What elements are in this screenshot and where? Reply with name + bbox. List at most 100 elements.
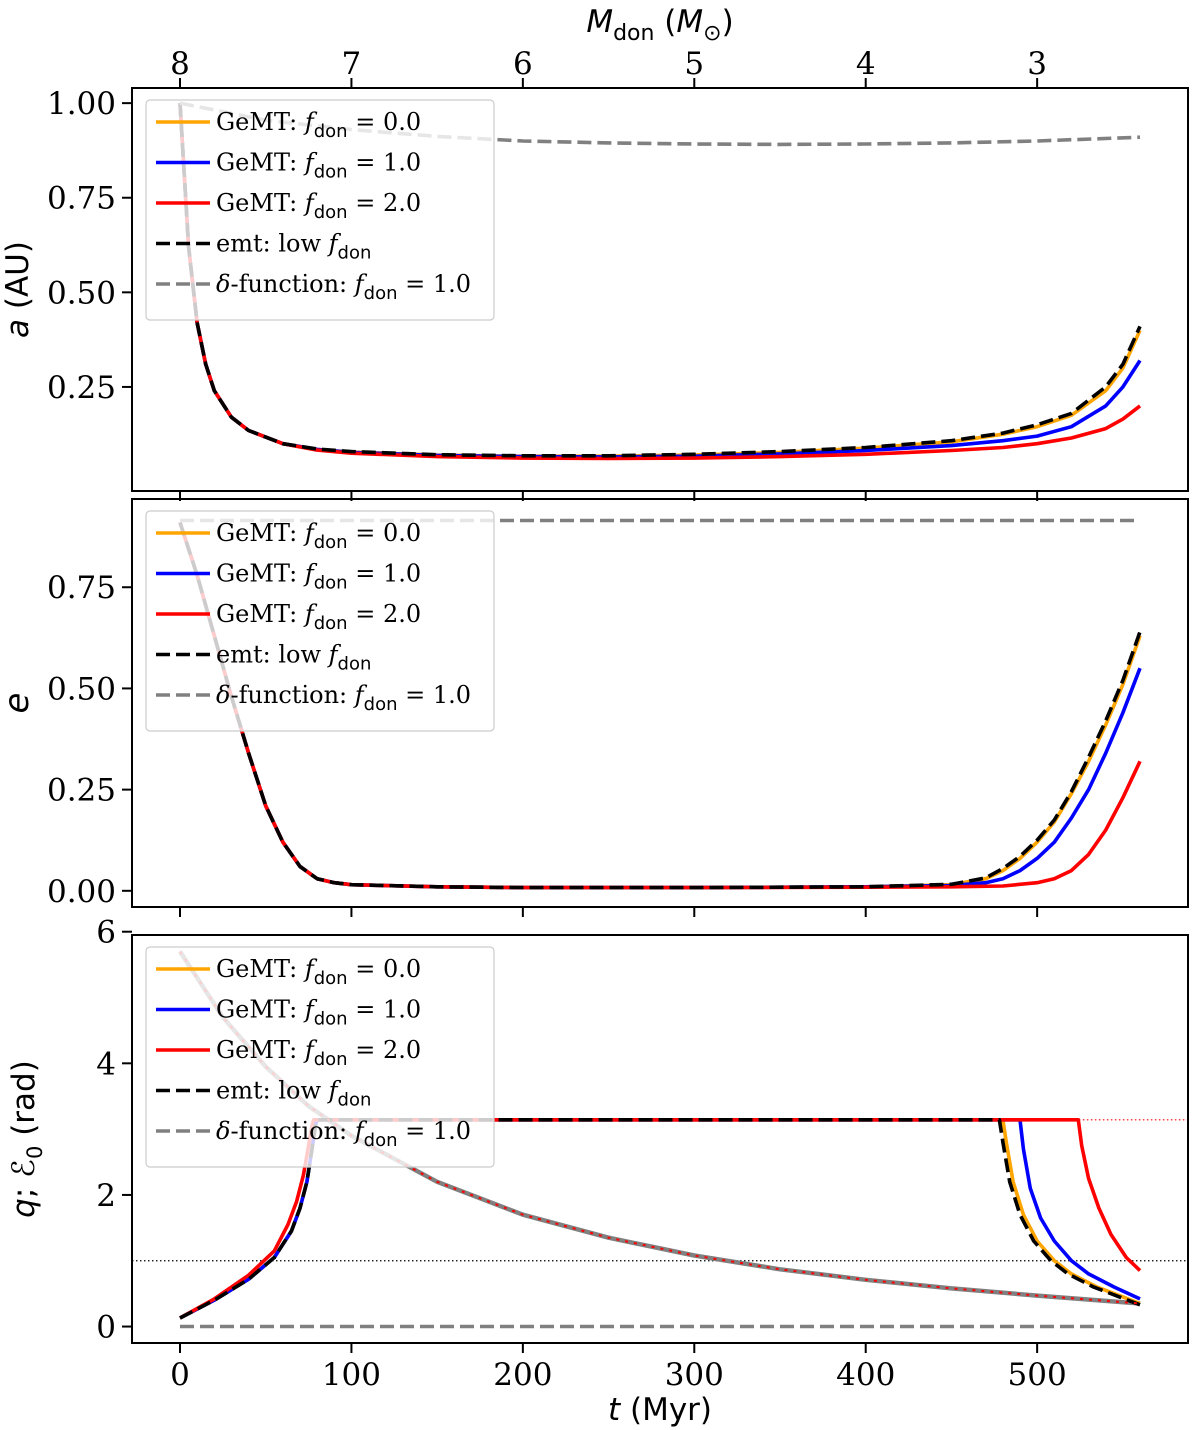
y-tick-label: 0.50 — [47, 275, 116, 311]
y-axis-label-symbol: q — [6, 1198, 42, 1218]
legend-label-part: GeMT: — [216, 996, 305, 1024]
legend-label-part: emt: low — [216, 230, 329, 258]
legend-label-part: don — [314, 202, 348, 223]
legend-label-part: don — [364, 1130, 398, 1151]
legend-label-part: δ — [216, 270, 230, 298]
series-line — [178, 521, 1142, 890]
legend-label-part: don — [338, 1090, 372, 1111]
legend-label-part: δ — [216, 681, 230, 709]
x-tick-label: 300 — [665, 1357, 724, 1393]
top-axis-label-unit-sub: ⊙ — [703, 21, 721, 46]
y-axis-label: e — [0, 693, 37, 714]
legend-label-part: = 1.0 — [398, 681, 472, 709]
legend-label-part: GeMT: — [216, 600, 305, 628]
legend-label-part: don — [314, 573, 348, 594]
y-tick-label: 6 — [96, 915, 116, 951]
legend-label-part: = 2.0 — [348, 189, 422, 217]
plot-frame — [131, 498, 1189, 908]
legend-label: GeMT: fdon = 2.0 — [216, 1036, 421, 1070]
y-axis-label: a (AU) — [0, 241, 36, 338]
y-axis-label: q; ℰ0 (rad) — [6, 1060, 47, 1218]
y-axis-label-symbol: e — [0, 693, 37, 714]
x-axis-label-unit: (Myr) — [620, 1392, 712, 1428]
y-tick-label: 0.00 — [47, 874, 116, 910]
legend-box — [145, 99, 495, 321]
legend-label-part: = 1.0 — [398, 1117, 472, 1145]
y-axis-label-sep: ; — [6, 1178, 42, 1198]
legend-label-part: GeMT: — [216, 189, 305, 217]
plot-frame — [131, 87, 1189, 492]
legend-label-part: GeMT: — [216, 519, 305, 547]
legend-label-part: GeMT: — [216, 149, 305, 177]
legend-label-part: = 2.0 — [348, 1036, 422, 1064]
legend-label: δ-function: fdon = 1.0 — [216, 1117, 471, 1151]
legend-label: GeMT: fdon = 0.0 — [216, 108, 421, 142]
legend-label: emt: low fdon — [216, 1077, 371, 1111]
panel-e: 0.00 0.25 0.50 0.75 e GeMT: fdon = 0.0 GeMT: f… — [0, 498, 1189, 917]
legend-label-part: don — [314, 1009, 348, 1030]
x-axis-label: t (Myr) — [608, 1392, 712, 1428]
y-tick-label: 4 — [96, 1046, 116, 1082]
top-tick-label: 3 — [1027, 46, 1047, 82]
legend-label-part: δ — [216, 1117, 230, 1145]
legend-label-part: don — [338, 243, 372, 264]
legend-label-part: don — [314, 968, 348, 989]
legend-box — [145, 510, 495, 732]
legend-box — [145, 946, 495, 1168]
y-tick-label: 0.25 — [47, 773, 116, 809]
legend-label-part: = 1.0 — [348, 149, 422, 177]
top-tick-label: 4 — [856, 46, 876, 82]
y-axis-label-unit: (rad) — [6, 1060, 42, 1145]
legend-label-part: GeMT: — [216, 560, 305, 588]
y-tick-label: 2 — [96, 1178, 116, 1214]
legend-label: δ-function: fdon = 1.0 — [216, 681, 471, 715]
legend-label-part: = 1.0 — [348, 560, 422, 588]
y-tick-label: 1.00 — [47, 86, 116, 122]
legend-label-part: = 1.0 — [348, 996, 422, 1024]
y-tick-label: 0.75 — [47, 570, 116, 606]
legend-label-part: don — [314, 1049, 348, 1070]
y-axis-label-symbol2: ℰ — [6, 1159, 42, 1178]
series-line — [179, 1118, 1141, 1320]
legend-label-part: = 0.0 — [348, 108, 422, 136]
legend-label-part: GeMT: — [216, 108, 305, 136]
legend-label-part: don — [364, 283, 398, 304]
top-axis-label-unit-sym: M — [676, 4, 703, 40]
legend-label-part: = 0.0 — [348, 519, 422, 547]
x-tick-label: 100 — [322, 1357, 381, 1393]
legend-label-part: -function: — [230, 681, 354, 709]
top-axis-label-symbol: M — [586, 4, 613, 40]
series-line — [179, 101, 1141, 147]
legend-label-part: emt: low — [216, 1077, 329, 1105]
top-axis-label-sub: don — [613, 21, 654, 46]
plot-frame — [131, 934, 1189, 1344]
y-tick-label: 0 — [96, 1310, 116, 1346]
legend-label-part: don — [338, 654, 372, 675]
legend-label: GeMT: fdon = 1.0 — [216, 996, 421, 1030]
legend-label: GeMT: fdon = 0.0 — [216, 519, 421, 553]
series-line — [178, 102, 1142, 458]
y-axis-label-subscript: 0 — [23, 1146, 47, 1159]
legend-label-part: -function: — [230, 270, 354, 298]
plot-area — [178, 101, 1142, 461]
legend-label-part: don — [364, 694, 398, 715]
legend-label-part: don — [314, 121, 348, 142]
legend-label-part: emt: low — [216, 641, 329, 669]
x-axis-label-symbol: t — [608, 1392, 622, 1428]
legend-label: GeMT: fdon = 1.0 — [216, 149, 421, 183]
y-tick-label: 0.25 — [47, 370, 116, 406]
legend-label: GeMT: fdon = 2.0 — [216, 189, 421, 223]
x-tick-label: 200 — [493, 1357, 552, 1393]
top-tick-label: 8 — [170, 46, 190, 82]
legend-label-part: = 1.0 — [398, 270, 472, 298]
x-tick-label: 500 — [1008, 1357, 1067, 1393]
y-tick-label: 0.50 — [47, 671, 116, 707]
legend-label: emt: low fdon — [216, 641, 371, 675]
legend-label: δ-function: fdon = 1.0 — [216, 270, 471, 304]
x-tick-label: 400 — [836, 1357, 895, 1393]
legend-label: GeMT: fdon = 1.0 — [216, 560, 421, 594]
top-axis-label-unit-close: ) — [722, 4, 734, 40]
legend-label-part: = 2.0 — [348, 600, 422, 628]
